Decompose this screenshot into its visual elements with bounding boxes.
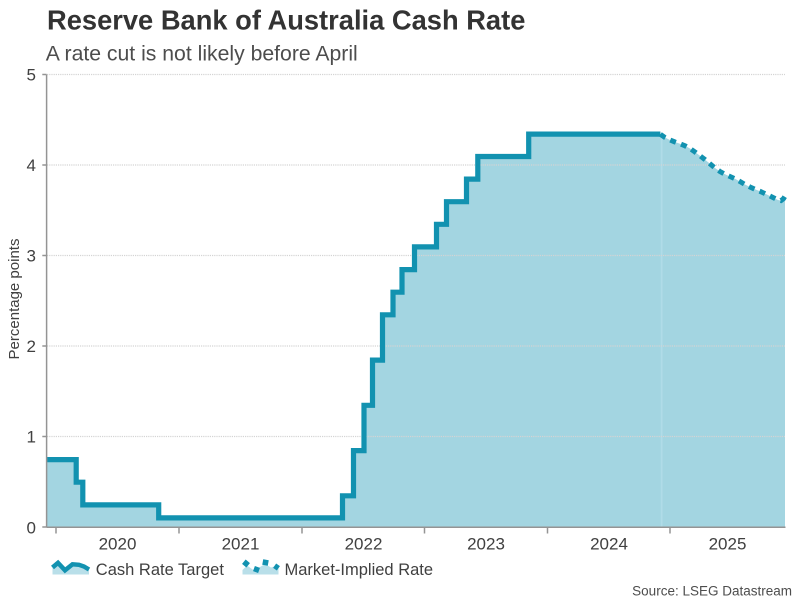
svg-text:Cash Rate Target: Cash Rate Target	[96, 561, 225, 579]
svg-text:4: 4	[27, 156, 36, 175]
svg-text:A rate cut is not likely befor: A rate cut is not likely before April	[46, 42, 358, 65]
svg-text:Market-Implied Rate: Market-Implied Rate	[285, 561, 434, 579]
svg-text:0: 0	[27, 519, 36, 538]
svg-text:Reserve Bank of Australia Cash: Reserve Bank of Australia Cash Rate	[47, 5, 525, 36]
svg-text:1: 1	[27, 428, 36, 447]
svg-text:2022: 2022	[345, 535, 383, 554]
svg-text:2: 2	[27, 337, 36, 356]
svg-text:Source: LSEG Datastream: Source: LSEG Datastream	[632, 584, 792, 599]
svg-text:2024: 2024	[590, 535, 628, 554]
svg-text:2025: 2025	[709, 535, 747, 554]
svg-text:5: 5	[27, 66, 36, 85]
svg-text:2020: 2020	[99, 535, 137, 554]
svg-text:2021: 2021	[222, 535, 260, 554]
svg-text:3: 3	[27, 247, 36, 266]
svg-text:Percentage points: Percentage points	[6, 239, 23, 360]
svg-text:2023: 2023	[467, 535, 505, 554]
